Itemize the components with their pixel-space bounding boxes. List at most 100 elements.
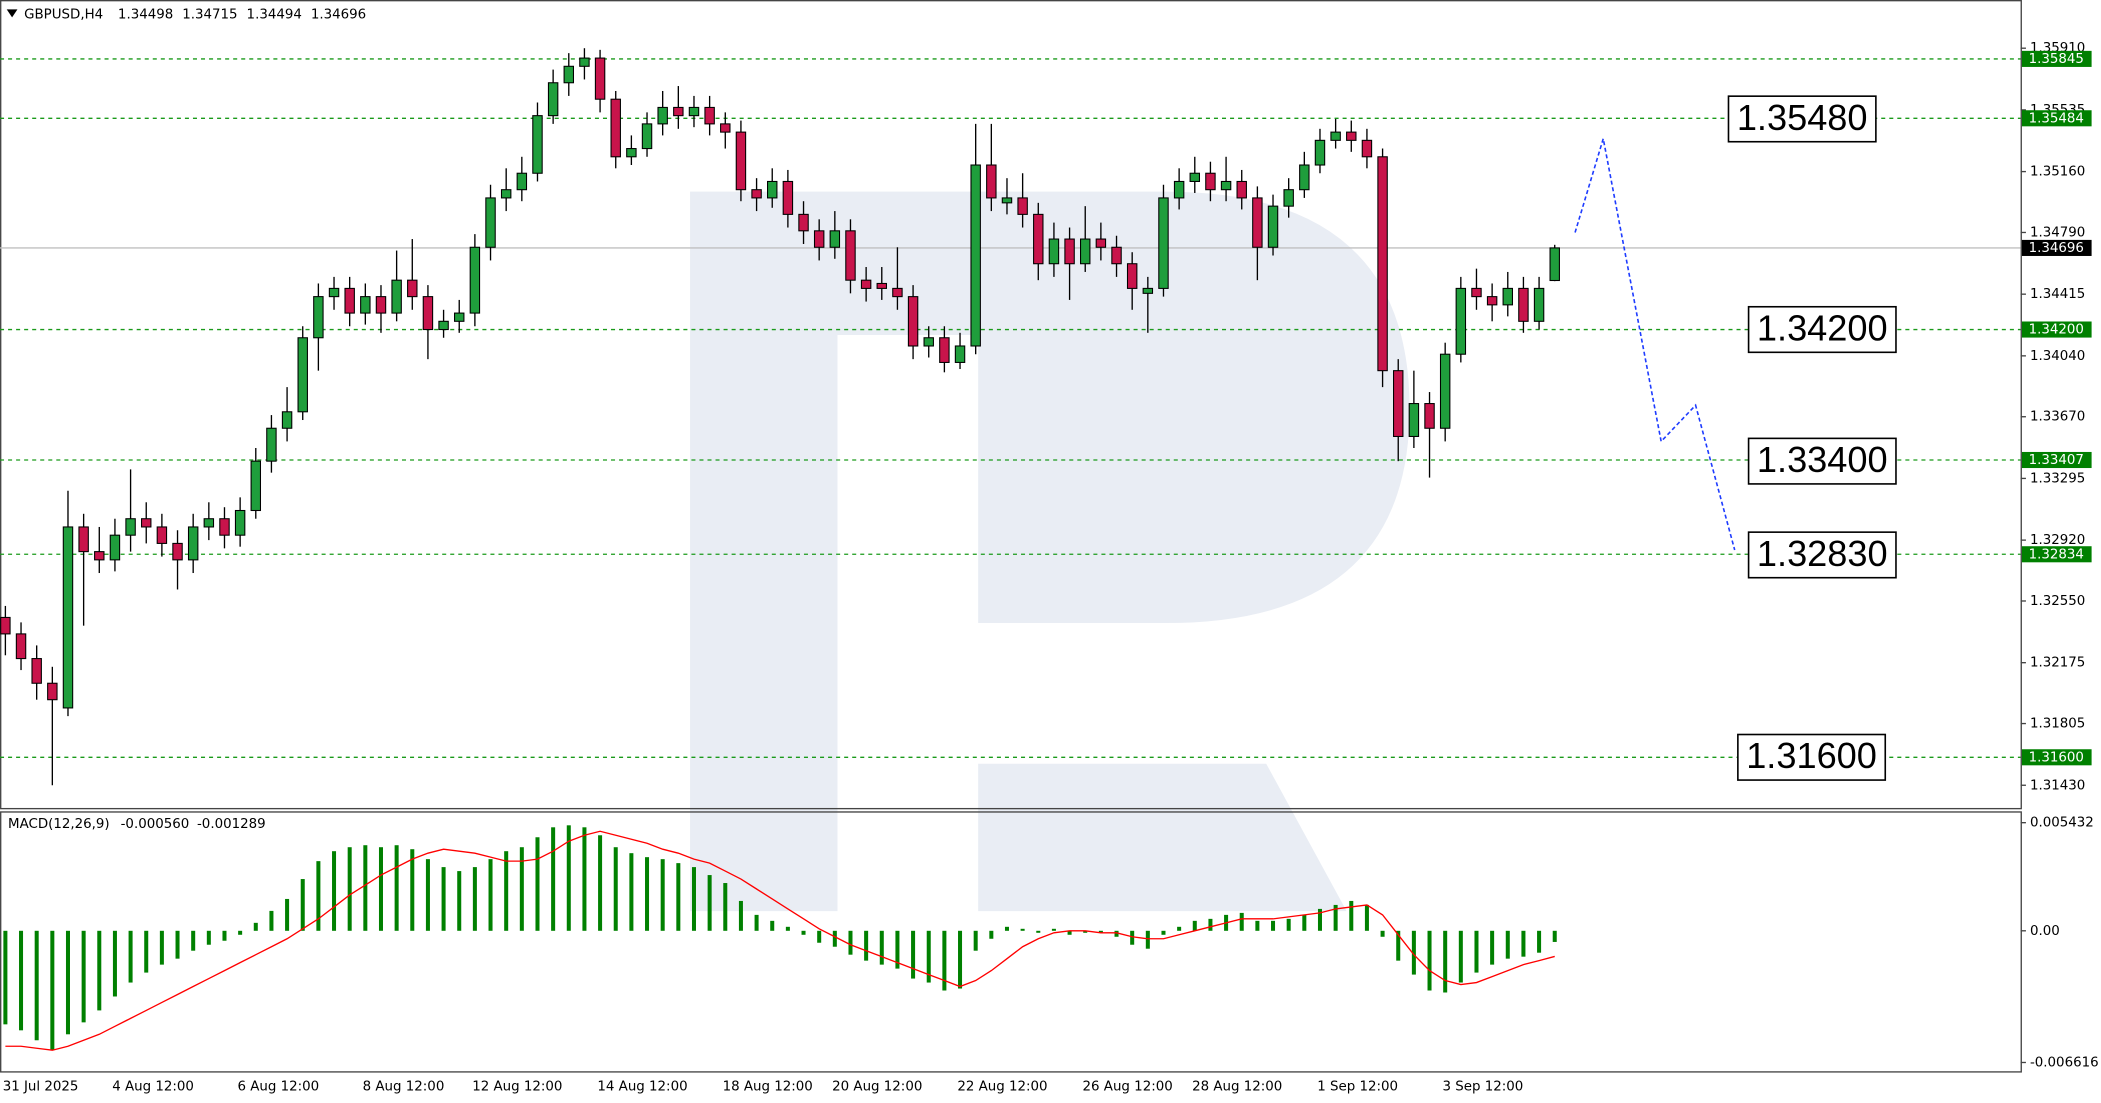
candle-body xyxy=(1220,180,1232,191)
macd-bar xyxy=(926,930,931,983)
macd-bar xyxy=(629,853,634,931)
macd-bar xyxy=(300,879,305,931)
y-tick-label: 1.35160 xyxy=(2030,165,2085,180)
macd-bar xyxy=(1208,918,1213,931)
target-label: 1.35480 xyxy=(1737,97,1868,138)
candle-body xyxy=(1439,353,1451,429)
macd-bar xyxy=(707,875,712,931)
candle-body xyxy=(219,518,230,536)
candle-body xyxy=(954,345,966,363)
candle-body xyxy=(141,518,152,528)
y-tick-label: 1.34040 xyxy=(2030,349,2085,364)
candle-body xyxy=(673,106,684,117)
macd-bar xyxy=(1411,930,1416,975)
macd-bar xyxy=(1396,930,1401,961)
watermark xyxy=(690,191,1410,912)
macd-bar xyxy=(112,930,117,997)
candle-body xyxy=(1424,403,1435,429)
candle-body xyxy=(0,616,11,635)
macd-bar xyxy=(65,930,70,1035)
macd-bar xyxy=(770,920,775,931)
level-tag xyxy=(2021,321,2092,338)
forecast-path xyxy=(1574,138,1736,551)
target-label: 1.32830 xyxy=(1757,533,1888,574)
candle-body xyxy=(187,526,199,561)
macd-bar xyxy=(1192,920,1197,931)
macd-bar xyxy=(1427,930,1432,991)
candle-body xyxy=(1142,287,1154,294)
target-box xyxy=(1747,305,1897,354)
candle-body xyxy=(1111,246,1122,265)
y-tick-label: 1.32550 xyxy=(2030,594,2085,609)
macd-bar xyxy=(1145,930,1150,949)
macd-signal-line xyxy=(5,830,1555,1051)
candle-body xyxy=(1033,213,1044,265)
main-panel xyxy=(0,0,2022,810)
candle-body xyxy=(1393,370,1404,438)
macd-signal-value: -0.001289 xyxy=(197,817,266,832)
x-tick-label: 12 Aug 12:00 xyxy=(472,1080,562,1095)
macd-bar xyxy=(191,930,196,951)
candle-body xyxy=(876,282,888,289)
candle-body xyxy=(313,296,324,339)
y-tick-label: 1.31430 xyxy=(2030,778,2085,793)
level-tag-label: 1.33407 xyxy=(2029,453,2084,468)
macd-bar xyxy=(660,859,665,931)
level-tag-label: 1.32834 xyxy=(2029,547,2084,562)
macd-bar xyxy=(1004,926,1009,931)
candle-body xyxy=(156,526,168,544)
macd-bar xyxy=(613,847,618,931)
candle-body xyxy=(532,115,543,174)
macd-bar xyxy=(691,867,696,931)
macd-bar xyxy=(1458,930,1463,983)
candle-body xyxy=(94,551,105,561)
candle-body xyxy=(500,189,512,199)
macd-bar xyxy=(1083,930,1088,933)
candle-body xyxy=(344,287,355,314)
macd-bar xyxy=(566,825,571,931)
macd-bar xyxy=(1177,926,1182,931)
macd-bar xyxy=(504,851,509,931)
candle-body xyxy=(1048,238,1060,265)
x-tick-label: 18 Aug 12:00 xyxy=(723,1080,813,1095)
macd-bar xyxy=(895,930,900,969)
candle-body xyxy=(1236,180,1247,199)
macd-bar xyxy=(253,922,258,931)
macd-bar xyxy=(879,930,884,965)
macd-bar xyxy=(1255,920,1260,931)
y-tick-label: 1.32175 xyxy=(2030,656,2085,671)
candle-body xyxy=(62,526,74,709)
level-tag-label: 1.31600 xyxy=(2029,750,2084,765)
level-tag-label: 1.34200 xyxy=(2029,323,2084,338)
candle-body xyxy=(1486,296,1498,306)
macd-panel xyxy=(0,811,2022,1073)
candle-body xyxy=(469,246,481,314)
candle-body xyxy=(970,164,981,347)
macd-bar xyxy=(1239,912,1244,931)
target-box xyxy=(1747,531,1897,579)
candle-body xyxy=(109,534,121,561)
macd-bar xyxy=(425,859,430,931)
macd-y-tick-label: 0.00 xyxy=(2030,924,2060,939)
candle-body xyxy=(125,518,136,536)
target-box xyxy=(1727,95,1877,143)
candle-body xyxy=(1158,197,1169,289)
macd-bar xyxy=(519,847,524,931)
candle-body xyxy=(907,296,919,347)
candle-body xyxy=(1455,287,1467,355)
macd-bar xyxy=(3,930,8,1025)
macd-bar xyxy=(989,930,994,939)
macd-bar xyxy=(1130,930,1135,945)
macd-bar xyxy=(864,930,869,961)
candle-body xyxy=(594,57,606,100)
candle-body xyxy=(1267,205,1279,248)
macd-bar xyxy=(1114,930,1119,937)
candle-body xyxy=(657,106,668,125)
candle-body xyxy=(1189,172,1201,183)
candle-body xyxy=(1518,287,1529,322)
candle-body xyxy=(798,213,809,232)
candle-body xyxy=(1173,180,1185,199)
macd-y-tick-label: -0.006616 xyxy=(2030,1055,2099,1070)
macd-bar xyxy=(942,930,947,991)
